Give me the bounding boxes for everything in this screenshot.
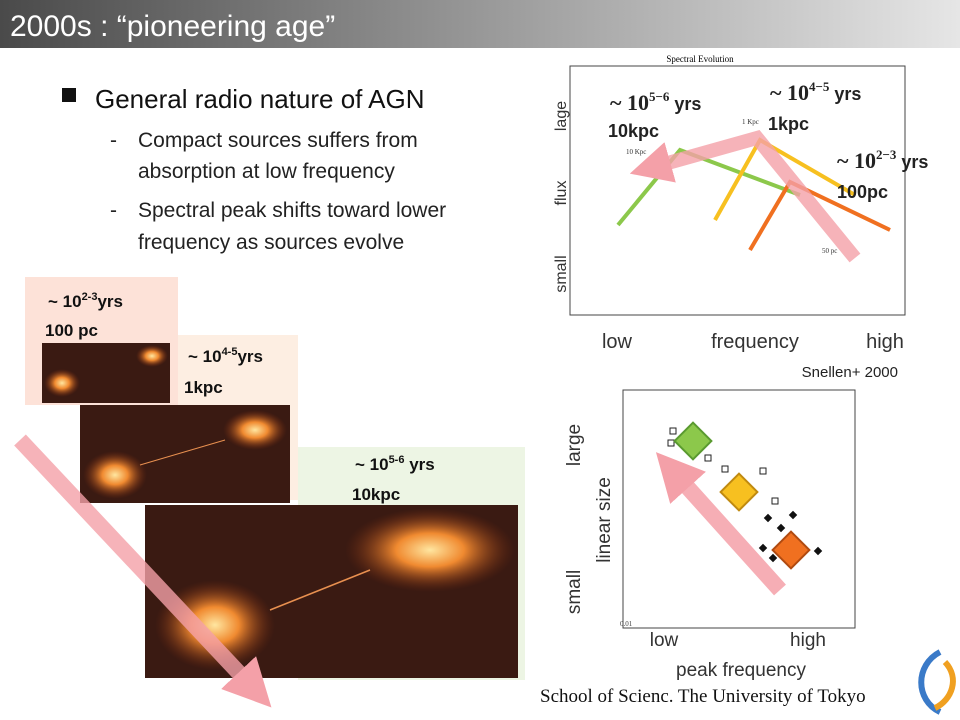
x-label: high <box>790 630 826 651</box>
point <box>758 543 768 553</box>
title-bar <box>0 0 960 48</box>
annotation-size: 10kpc <box>608 121 659 141</box>
evolution-arrow <box>14 434 272 708</box>
highlight-point <box>719 472 759 512</box>
spectrum-figure: Spectral Evolution 10 Kpc 1 Kpc 50 pc la… <box>553 54 928 381</box>
inner-label: 50 pc <box>822 247 837 255</box>
point <box>667 439 675 447</box>
plot-frame <box>622 389 856 629</box>
sub-line: frequency as sources evolve <box>138 231 404 254</box>
bullet-main: General radio nature of AGN <box>95 84 425 114</box>
dash: - <box>110 199 117 222</box>
highlight-point <box>673 421 713 461</box>
plot-frame <box>569 65 906 316</box>
y-label: flux <box>553 181 570 206</box>
annotation: ~ 102−3 yrs <box>837 147 928 173</box>
credit: Snellen+ 2000 <box>802 364 898 381</box>
lobe <box>83 451 147 499</box>
y-label: lage <box>553 101 570 131</box>
sub-line: absorption at low frequency <box>138 160 395 183</box>
sub-bullets: - Compact sources suffers from absorptio… <box>110 129 446 254</box>
dash: - <box>110 129 117 152</box>
point <box>776 523 786 533</box>
sub-line: Compact sources suffers from <box>138 129 418 152</box>
annotation-size: 1kpc <box>768 114 809 134</box>
point <box>669 427 677 435</box>
lobe <box>44 369 80 397</box>
point <box>704 454 712 462</box>
sub-line: Spectral peak shifts toward lower <box>138 199 446 222</box>
footer: School of Scienc. The University of Toky… <box>540 686 866 707</box>
image-size: 1kpc <box>184 378 223 397</box>
image-label: ~ 102-3yrs <box>48 291 123 311</box>
scatter-figure: 0.01 large small linear size low high pe… <box>564 389 856 681</box>
x-label: frequency <box>711 331 799 353</box>
evolution-arrow <box>629 130 861 263</box>
image-label: ~ 104-5yrs <box>188 346 263 366</box>
x-label: low <box>602 331 633 353</box>
inner-label: 1 Kpc <box>742 118 759 126</box>
image-size: 100 pc <box>45 321 98 340</box>
lobe <box>345 508 515 592</box>
evolution-arrow <box>655 452 786 596</box>
image-size: 10kpc <box>352 485 400 504</box>
figure-title: Spectral Evolution <box>666 54 734 64</box>
image-label: ~ 105-6 yrs <box>355 454 435 474</box>
annotation-size: 100pc <box>837 182 888 202</box>
slide-title: 2000s : “pioneering age” <box>10 10 335 43</box>
bullet-marker <box>62 88 76 102</box>
lobe <box>223 410 287 450</box>
annotation: ~ 105−6 yrs <box>610 89 701 115</box>
jet <box>139 439 226 466</box>
x-label: high <box>866 331 904 353</box>
curve <box>616 147 801 227</box>
image-panels: ~ 102-3yrs 100 pc ~ 104-5yrs 1kpc ~ 105-… <box>14 277 525 708</box>
lobe <box>155 580 275 670</box>
annotation: ~ 104−5 yrs <box>770 79 861 105</box>
point <box>771 497 779 505</box>
x-label: low <box>650 630 679 651</box>
jet <box>269 569 371 611</box>
y-title: linear size <box>594 477 615 563</box>
logo <box>918 649 956 715</box>
corner-tick: 0.01 <box>620 620 633 628</box>
point <box>813 546 823 556</box>
point <box>768 553 778 563</box>
y-label: small <box>564 570 585 614</box>
y-label: large <box>564 424 585 466</box>
inner-label: 10 Kpc <box>626 148 646 156</box>
y-label: small <box>553 255 570 292</box>
point <box>759 467 767 475</box>
point <box>763 513 773 523</box>
highlight-point <box>771 530 811 570</box>
point <box>788 510 798 520</box>
lobe <box>136 345 168 367</box>
x-title: peak frequency <box>676 660 806 681</box>
point <box>721 465 729 473</box>
